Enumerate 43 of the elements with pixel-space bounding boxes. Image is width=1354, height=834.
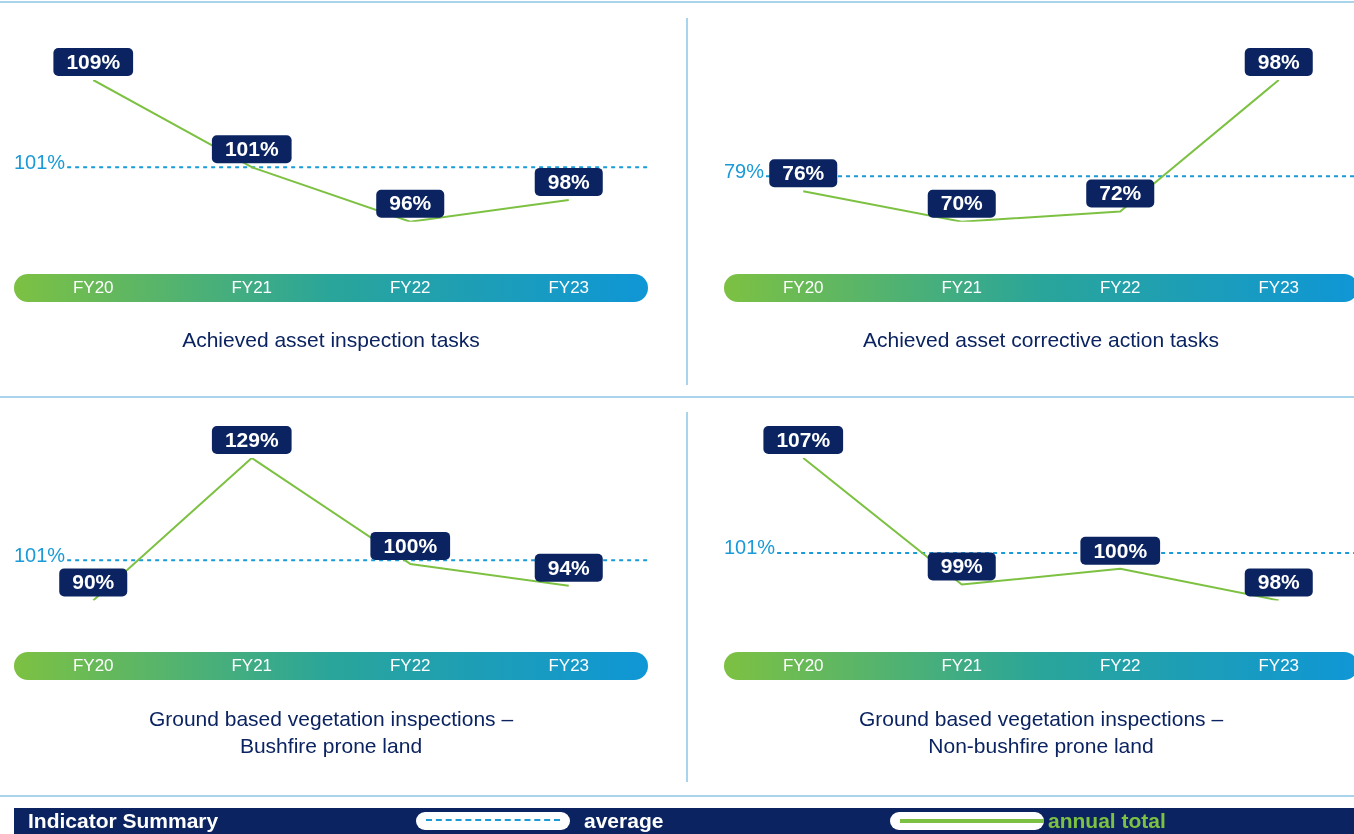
data-label: 98% — [547, 169, 591, 193]
text: Achieved asset corrective action tasks — [863, 328, 1219, 352]
x-tick-label: FY22 — [1099, 277, 1141, 297]
ref-line-label: 101% — [724, 536, 776, 559]
x-tick-label: FY21 — [231, 277, 273, 297]
data-label: 96% — [389, 191, 432, 215]
data-label: 107% — [776, 427, 831, 451]
x-tick-label: FY21 — [231, 656, 273, 676]
data-label: 76% — [782, 161, 825, 185]
data-label: 101% — [224, 137, 279, 160]
x-tick-label: FY23 — [548, 656, 590, 676]
data-label: 109% — [66, 49, 121, 73]
data-label: 99% — [940, 554, 984, 578]
data-label: 90% — [72, 570, 115, 594]
text: average — [584, 809, 664, 833]
x-tick-label: FY20 — [72, 277, 114, 297]
data-label: 129% — [224, 427, 279, 451]
data-label: 72% — [1099, 181, 1142, 205]
data-label: 98% — [1257, 570, 1301, 594]
data-label: 98% — [1257, 49, 1301, 73]
ref-line-label: 101% — [14, 543, 66, 566]
text: Achieved asset inspection tasks — [182, 328, 480, 352]
x-tick-label: FY20 — [782, 656, 824, 676]
x-tick-label: FY21 — [941, 277, 983, 297]
x-tick-label: FY22 — [389, 277, 431, 297]
x-tick-label: FY20 — [72, 656, 114, 676]
data-label: 70% — [940, 191, 984, 215]
text: Ground based vegetation inspections – Bushfire prone land — [148, 706, 514, 758]
x-tick-label: FY22 — [389, 656, 431, 676]
text: Ground based vegetation inspections – Non-bushfire prone land — [858, 706, 1224, 758]
x-tick-label: FY23 — [1258, 656, 1300, 676]
x-tick-label: FY23 — [548, 277, 590, 297]
ref-line-label: 101% — [14, 150, 66, 173]
data-label: 94% — [547, 555, 591, 579]
x-tick-label: FY20 — [782, 277, 824, 297]
x-tick-label: FY23 — [1258, 277, 1300, 297]
x-tick-label: FY21 — [941, 656, 983, 676]
text: annual total — [1048, 809, 1166, 833]
data-label: 100% — [383, 533, 438, 557]
ref-line-label: 79% — [724, 159, 765, 182]
data-label: 100% — [1093, 538, 1148, 562]
x-tick-label: FY22 — [1099, 656, 1141, 676]
legend-title: Indicator Summary — [28, 809, 219, 833]
